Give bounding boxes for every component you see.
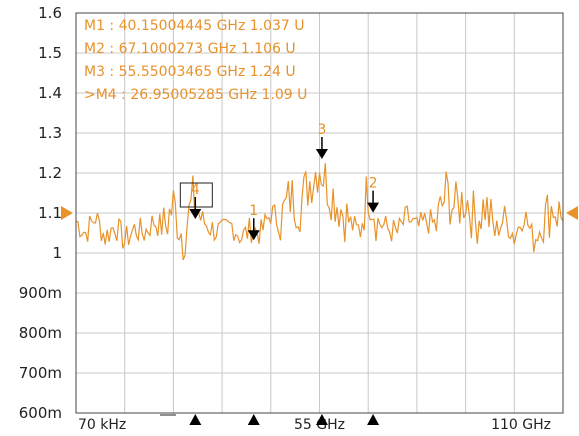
marker-readouts: M1 : 40.15004445 GHz 1.037 U M2 : 67.1000… <box>84 18 307 103</box>
measurement-trace <box>75 163 564 261</box>
y-tick-label: 1 <box>52 244 62 262</box>
y-tick-label: 1.6 <box>38 4 62 22</box>
y-tick-label: 1.1 <box>38 204 62 222</box>
marker-readout: M1 : 40.15004445 GHz 1.037 U <box>84 18 305 34</box>
y-tick-label: 900m <box>19 284 62 302</box>
marker-label: 2 <box>369 176 378 192</box>
marker-label: 1 <box>249 203 258 219</box>
bottom-marker-triangle-icon <box>247 414 260 425</box>
marker-readout: M3 : 55.55003465 GHz 1.24 U <box>84 64 296 80</box>
reference-level-indicators[interactable] <box>61 206 578 220</box>
marker-readout: M2 : 67.1000273 GHz 1.106 U <box>84 41 296 57</box>
plot-frame <box>75 12 564 414</box>
marker-label: 4 <box>191 182 200 198</box>
chart-grid <box>76 12 563 414</box>
reference-level-left-arrow[interactable] <box>61 206 73 220</box>
active-marker-box[interactable] <box>179 182 213 208</box>
marker-arrow-icon[interactable] <box>315 149 328 159</box>
marker-arrow-icon[interactable] <box>367 202 380 213</box>
marker-label: 3 <box>317 122 326 138</box>
bottom-marker-triangle-icon <box>367 414 380 425</box>
y-tick-label: 1.3 <box>38 124 62 142</box>
x-tick-label: 70 kHz <box>78 417 126 433</box>
bottom-marker-triangle-icon <box>315 414 328 425</box>
markers-layer[interactable]: 1 2 3 4 <box>179 122 380 241</box>
y-tick-label: 600m <box>19 404 62 422</box>
marker-arrow-icon[interactable] <box>189 209 202 219</box>
trace-group <box>75 163 564 261</box>
y-tick-label: 1.5 <box>38 44 62 62</box>
x-tick-label: 110 GHz <box>491 417 551 433</box>
bottom-marker-indicators <box>189 414 380 425</box>
y-tick-label: 1.4 <box>38 84 62 102</box>
y-tick-labels: 1.6 1.5 1.4 1.3 1.2 1.1 1 900m 800m 700m 600m <box>19 4 62 422</box>
marker-readout: >M4 : 26.95005285 GHz 1.09 U <box>84 87 307 103</box>
reference-level-right-arrow[interactable] <box>566 206 578 220</box>
marker-arrow-icon[interactable] <box>247 230 260 241</box>
x-tick-labels: 70 kHz 55 GHz 110 GHz <box>78 414 551 433</box>
y-tick-label: 1.2 <box>38 164 62 182</box>
y-tick-label: 800m <box>19 324 62 342</box>
y-tick-label: 700m <box>19 364 62 382</box>
bottom-marker-triangle-icon <box>189 414 202 425</box>
